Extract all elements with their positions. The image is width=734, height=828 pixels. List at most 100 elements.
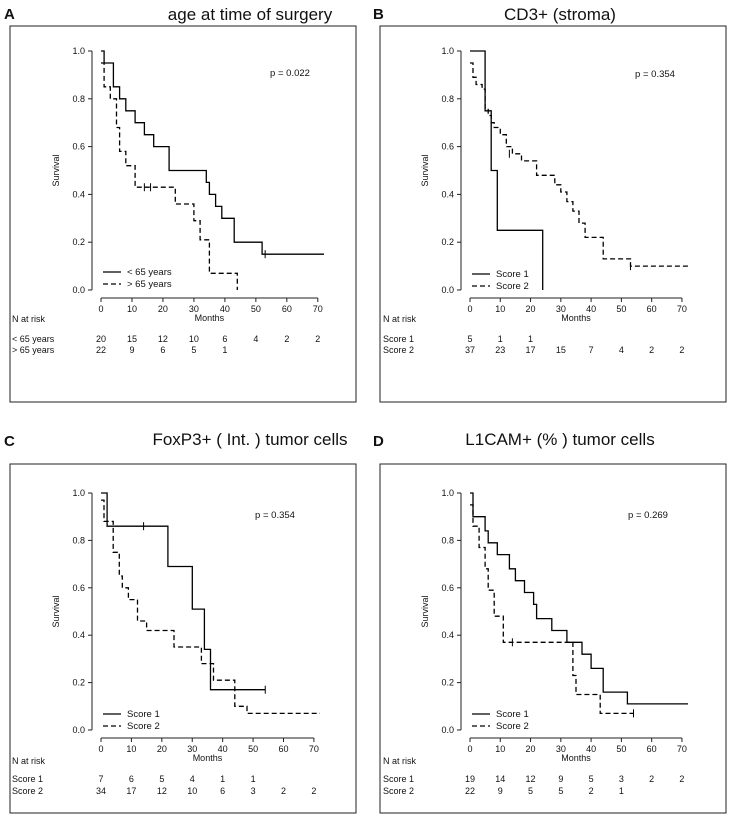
legend-label: Score 1 (127, 709, 160, 720)
risk-count: 6 (129, 774, 134, 784)
y-tick-label: 0.0 (441, 285, 454, 295)
risk-count: 10 (189, 334, 199, 344)
legend-label: Score 2 (496, 281, 529, 292)
risk-header: N at risk (12, 314, 46, 324)
risk-count: 5 (191, 345, 196, 355)
x-tick-label: 10 (495, 744, 505, 754)
risk-count: 4 (190, 774, 195, 784)
risk-count: 5 (159, 774, 164, 784)
y-tick-label: 0.0 (72, 725, 85, 735)
risk-row-label: > 65 years (12, 345, 55, 355)
risk-count: 1 (251, 774, 256, 784)
panel-frame (9, 463, 357, 814)
risk-count: 7 (589, 345, 594, 355)
risk-count: 9 (558, 774, 563, 784)
x-tick-label: 50 (616, 744, 626, 754)
risk-row-label: Score 2 (383, 345, 414, 355)
risk-row-label: Score 2 (383, 786, 414, 796)
x-tick-label: 0 (98, 304, 103, 314)
panel-title: L1CAM+ (% ) tumor cells (465, 430, 654, 449)
panel-frame (9, 25, 357, 403)
risk-count: 9 (129, 345, 134, 355)
x-tick-label: 0 (98, 744, 103, 754)
risk-count: 12 (158, 334, 168, 344)
y-tick-label: 1.0 (72, 488, 85, 498)
panel-label: B (373, 6, 384, 23)
y-tick-label: 0.8 (441, 535, 454, 545)
panel-label: D (373, 433, 384, 450)
y-tick-label: 0.4 (441, 630, 454, 640)
risk-count: 2 (649, 774, 654, 784)
survival-curve-2 (101, 499, 320, 715)
risk-count: 14 (495, 774, 505, 784)
risk-count: 1 (222, 345, 227, 355)
risk-count: 5 (558, 786, 563, 796)
risk-row-label: Score 1 (383, 774, 414, 784)
risk-count: 7 (98, 774, 103, 784)
x-tick-label: 10 (126, 744, 136, 754)
risk-count: 20 (96, 334, 106, 344)
legend-label: Score 1 (496, 709, 529, 720)
risk-count: 2 (649, 345, 654, 355)
y-tick-label: 0.4 (72, 189, 85, 199)
legend-label: < 65 years (127, 267, 172, 278)
panel-frame (379, 463, 727, 814)
x-tick-label: 30 (187, 744, 197, 754)
x-tick-label: 40 (586, 744, 596, 754)
panel-frame (379, 25, 727, 403)
x-tick-label: 30 (556, 744, 566, 754)
risk-row-label: Score 1 (12, 774, 43, 784)
y-tick-label: 0.6 (72, 142, 85, 152)
risk-count: 34 (96, 786, 106, 796)
risk-count: 1 (220, 774, 225, 784)
x-tick-label: 60 (647, 744, 657, 754)
x-tick-label: 20 (526, 744, 536, 754)
x-tick-label: 70 (313, 304, 323, 314)
panel-title: FoxP3+ ( Int. ) tumor cells (152, 430, 347, 449)
x-tick-label: 70 (677, 304, 687, 314)
panel-title: age at time of surgery (168, 5, 333, 24)
p-value: p = 0.269 (628, 510, 668, 521)
x-tick-label: 60 (282, 304, 292, 314)
x-axis-label: Months (561, 753, 591, 763)
y-tick-label: 0.2 (441, 237, 454, 247)
x-tick-label: 20 (157, 744, 167, 754)
risk-count: 12 (157, 786, 167, 796)
panel-d: D L1CAM+ (% ) tumor cells 0 10 20 30 40 50 60 70 0… (373, 430, 727, 814)
risk-count: 4 (619, 345, 624, 355)
x-tick-label: 70 (677, 744, 687, 754)
risk-count: 1 (528, 334, 533, 344)
risk-count: 6 (220, 786, 225, 796)
y-axis-label: Survival (420, 154, 430, 186)
survival-curve-2 (101, 62, 238, 290)
y-tick-label: 0.0 (72, 285, 85, 295)
y-tick-label: 1.0 (72, 46, 85, 56)
y-tick-label: 0.6 (441, 583, 454, 593)
risk-count: 2 (679, 345, 684, 355)
x-tick-label: 60 (647, 304, 657, 314)
x-tick-label: 0 (467, 744, 472, 754)
x-tick-label: 0 (467, 304, 472, 314)
x-tick-label: 10 (495, 304, 505, 314)
risk-count: 19 (465, 774, 475, 784)
y-tick-label: 0.2 (72, 237, 85, 247)
y-tick-label: 1.0 (441, 46, 454, 56)
survival-curve-1 (470, 50, 544, 290)
y-tick-label: 0.2 (441, 678, 454, 688)
x-tick-label: 20 (158, 304, 168, 314)
risk-count: 5 (467, 334, 472, 344)
y-tick-label: 0.4 (441, 189, 454, 199)
p-value: p = 0.354 (635, 69, 675, 80)
risk-count: 15 (556, 345, 566, 355)
risk-count: 2 (589, 786, 594, 796)
panel-label: A (4, 6, 15, 23)
legend-label: Score 2 (496, 721, 529, 732)
x-tick-label: 40 (218, 744, 228, 754)
risk-count: 12 (526, 774, 536, 784)
risk-count: 17 (526, 345, 536, 355)
x-tick-label: 40 (586, 304, 596, 314)
y-tick-label: 0.6 (72, 583, 85, 593)
panel-label: C (4, 433, 15, 450)
legend-label: Score 1 (496, 269, 529, 280)
